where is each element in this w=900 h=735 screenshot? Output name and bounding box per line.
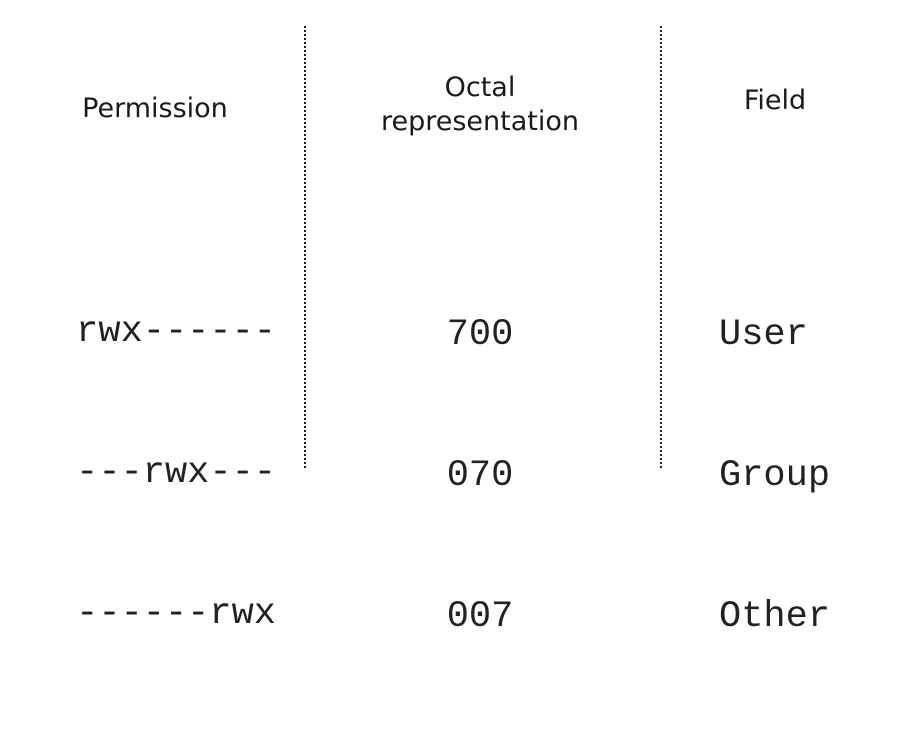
column-divider-right xyxy=(660,26,662,468)
field-value-other: Other xyxy=(719,596,831,638)
header-field: Field xyxy=(743,85,807,116)
permission-value-group: ---rwx--- xyxy=(76,452,276,494)
header-permission: Permission xyxy=(82,93,228,124)
header-octal-line1: Octal xyxy=(444,72,516,103)
field-value-group: Group xyxy=(719,455,831,497)
octal-value-other: 007 xyxy=(446,596,514,638)
header-octal-line2: representation xyxy=(380,106,580,137)
header-octal-representation: Octal representation xyxy=(355,71,605,139)
permission-column: rwx------ ---rwx--- ------rwx xyxy=(36,215,276,732)
octal-column: 700 070 007 xyxy=(355,218,605,735)
octal-value-group: 070 xyxy=(446,455,514,497)
permission-value-other: ------rwx xyxy=(76,593,276,635)
permission-value-user: rwx------ xyxy=(76,311,276,353)
octal-value-user: 700 xyxy=(446,314,514,356)
field-value-user: User xyxy=(719,314,808,356)
field-column: User Group Other xyxy=(719,218,889,735)
column-divider-left xyxy=(304,26,306,468)
permission-table-diagram: Permission Octal representation Field rw… xyxy=(76,26,831,638)
